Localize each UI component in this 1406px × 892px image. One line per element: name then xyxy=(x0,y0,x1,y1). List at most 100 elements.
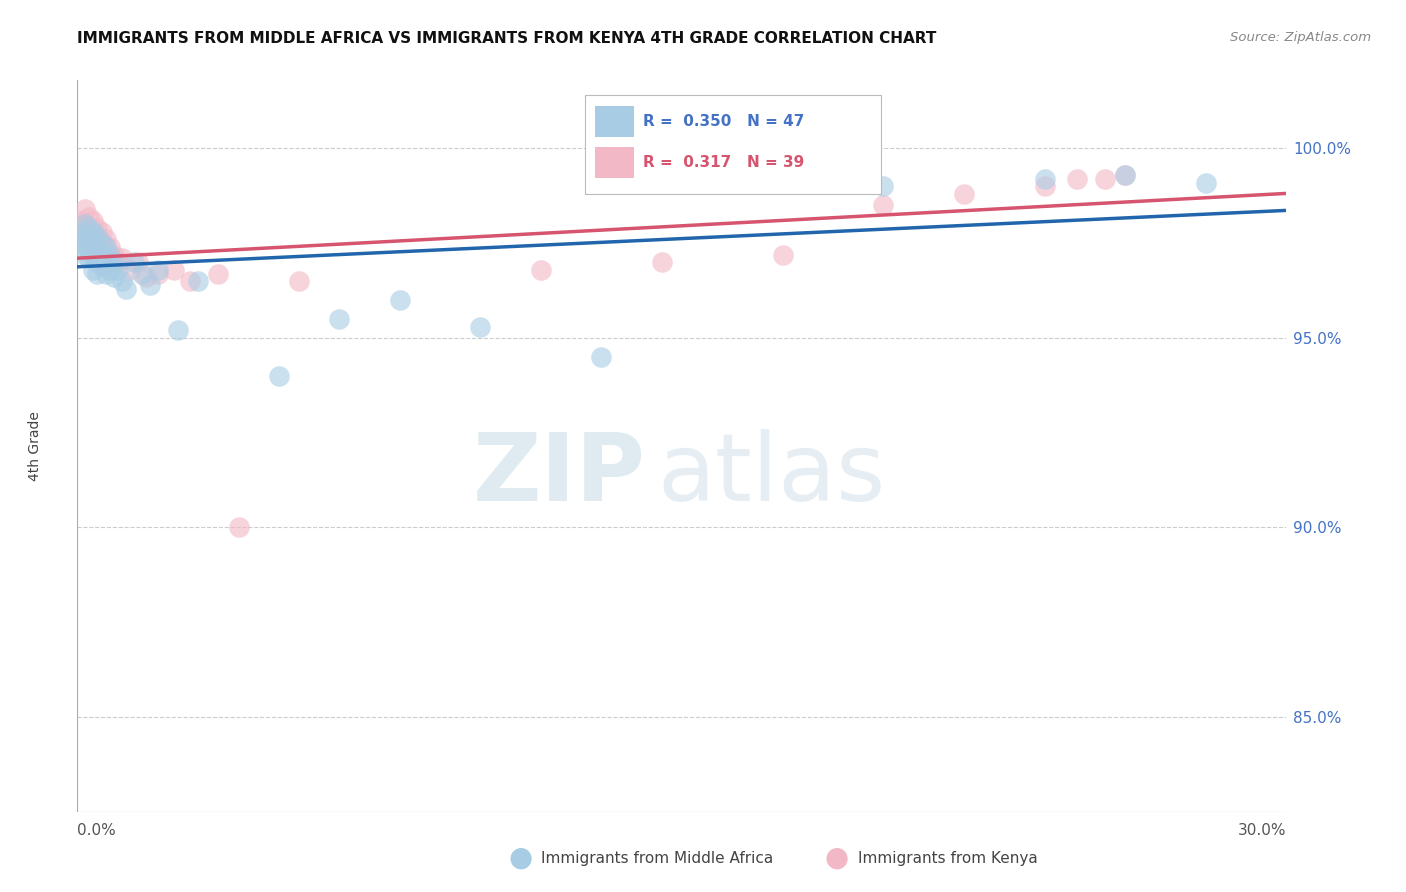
Point xyxy=(107,262,129,277)
Point xyxy=(872,179,894,194)
Point xyxy=(75,247,97,261)
Point xyxy=(288,274,311,288)
Point xyxy=(94,240,117,254)
Point xyxy=(70,213,93,227)
Point xyxy=(82,262,104,277)
Point xyxy=(75,232,97,246)
Point xyxy=(1114,168,1136,182)
Point xyxy=(651,255,673,269)
Point xyxy=(127,255,149,269)
Point xyxy=(86,267,108,281)
Point xyxy=(82,228,104,243)
Point xyxy=(1195,176,1218,190)
Point xyxy=(328,312,350,326)
Point xyxy=(118,262,141,277)
Point xyxy=(103,270,125,285)
Point xyxy=(79,244,101,258)
Point xyxy=(146,267,169,281)
Point xyxy=(103,247,125,261)
Point xyxy=(94,252,117,266)
Text: ZIP: ZIP xyxy=(472,429,645,521)
Point xyxy=(70,236,93,251)
Point xyxy=(872,198,894,212)
Text: Immigrants from Kenya: Immigrants from Kenya xyxy=(858,851,1038,865)
Text: R =  0.350   N = 47: R = 0.350 N = 47 xyxy=(643,114,804,129)
Point xyxy=(1114,168,1136,182)
Point xyxy=(86,221,108,235)
Point xyxy=(82,232,104,246)
FancyBboxPatch shape xyxy=(585,95,882,194)
Point xyxy=(131,267,153,281)
Point xyxy=(79,221,101,235)
Point xyxy=(267,368,290,383)
Point xyxy=(98,240,121,254)
Point xyxy=(75,217,97,231)
Point xyxy=(111,274,134,288)
Bar xyxy=(595,147,634,178)
Point xyxy=(70,225,93,239)
Point xyxy=(98,247,121,261)
Point xyxy=(94,267,117,281)
Point xyxy=(94,247,117,261)
Point xyxy=(86,232,108,246)
Point xyxy=(82,247,104,261)
Point xyxy=(207,267,229,281)
Point xyxy=(82,213,104,227)
Point xyxy=(75,240,97,254)
Point xyxy=(103,255,125,269)
Point xyxy=(470,319,492,334)
Point xyxy=(79,252,101,266)
Point xyxy=(90,236,112,251)
Text: atlas: atlas xyxy=(658,429,886,521)
Point xyxy=(146,262,169,277)
Text: 30.0%: 30.0% xyxy=(1239,823,1286,838)
Point xyxy=(90,236,112,251)
Point xyxy=(114,282,136,296)
Point xyxy=(79,225,101,239)
Text: Immigrants from Middle Africa: Immigrants from Middle Africa xyxy=(541,851,773,865)
Point xyxy=(75,202,97,216)
Point xyxy=(228,520,250,534)
Point xyxy=(1033,179,1056,194)
Point xyxy=(772,247,794,261)
Point xyxy=(135,270,157,285)
Point xyxy=(94,232,117,246)
Point xyxy=(79,228,101,243)
Point xyxy=(90,225,112,239)
Point xyxy=(163,262,186,277)
Point xyxy=(122,255,145,269)
Text: 4th Grade: 4th Grade xyxy=(28,411,42,481)
Point xyxy=(388,293,411,307)
Point xyxy=(86,240,108,254)
Bar xyxy=(595,106,634,136)
Point xyxy=(1066,171,1088,186)
Text: Source: ZipAtlas.com: Source: ZipAtlas.com xyxy=(1230,31,1371,45)
Text: ●: ● xyxy=(824,844,849,872)
Point xyxy=(530,262,553,277)
Point xyxy=(86,228,108,243)
Point xyxy=(111,252,134,266)
Text: ●: ● xyxy=(508,844,533,872)
Point xyxy=(139,277,162,292)
Point xyxy=(90,259,112,273)
Point xyxy=(82,225,104,239)
Point xyxy=(79,210,101,224)
Point xyxy=(953,186,976,201)
Point xyxy=(90,247,112,261)
Point xyxy=(179,274,201,288)
Text: R =  0.317   N = 39: R = 0.317 N = 39 xyxy=(643,155,804,170)
Point xyxy=(75,228,97,243)
Point xyxy=(591,350,613,364)
Point xyxy=(82,240,104,254)
Point xyxy=(79,236,101,251)
Point xyxy=(1094,171,1116,186)
Point xyxy=(86,255,108,269)
Point xyxy=(107,255,129,269)
Point xyxy=(167,323,190,337)
Point xyxy=(75,217,97,231)
Text: IMMIGRANTS FROM MIDDLE AFRICA VS IMMIGRANTS FROM KENYA 4TH GRADE CORRELATION CHA: IMMIGRANTS FROM MIDDLE AFRICA VS IMMIGRA… xyxy=(77,31,936,46)
Point xyxy=(1033,171,1056,186)
Point xyxy=(79,236,101,251)
Point xyxy=(187,274,209,288)
Point xyxy=(70,221,93,235)
